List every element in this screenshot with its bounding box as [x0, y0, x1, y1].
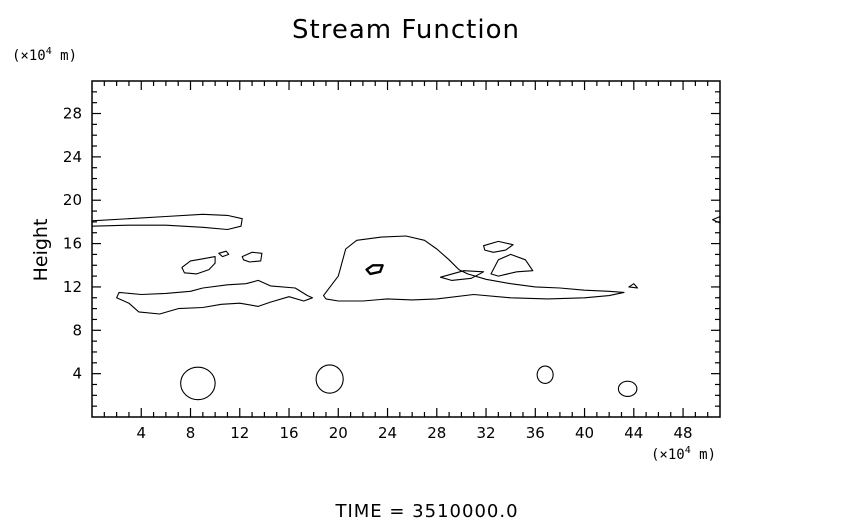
- x-tick-label: 32: [476, 424, 495, 442]
- contour-line-8: [483, 240, 514, 253]
- x-unit-label: (×104 m): [651, 445, 716, 463]
- contour-line-15: [536, 365, 554, 384]
- x-tick-label: 4: [136, 424, 146, 442]
- x-tick-label: 36: [526, 424, 545, 442]
- contour-line-16: [617, 380, 638, 397]
- contour-line-6: [322, 235, 625, 302]
- x-tick-label: 24: [378, 424, 397, 442]
- contour-line-14: [315, 364, 344, 394]
- x-tick-label: 20: [329, 424, 348, 442]
- axis-ticks: [92, 81, 720, 417]
- x-tick-label: 8: [186, 424, 196, 442]
- y-tick-label: 16: [63, 235, 82, 253]
- y-unit-label: (×104 m): [12, 46, 77, 64]
- chart-title: Stream Function: [292, 15, 520, 45]
- x-tick-labels: 4 8 12 16 20 24 28 32 36 40 44 48: [136, 424, 692, 442]
- y-axis-label: Height: [30, 219, 52, 282]
- contour-line-11: [628, 283, 639, 289]
- contour-line-5: [241, 251, 263, 263]
- y-tick-label: 4: [72, 365, 82, 383]
- y-tick-label: 20: [63, 191, 82, 209]
- y-tick-label: 28: [63, 105, 82, 123]
- x-tick-label: 28: [427, 424, 446, 442]
- contour-line-7: [365, 264, 384, 276]
- contour-line-9: [490, 253, 534, 277]
- contour-line-10: [439, 270, 485, 281]
- plot-frame: [91, 80, 721, 418]
- y-tick-labels: 4 8 12 16 20 24 28: [63, 105, 82, 383]
- x-tick-label: 44: [624, 424, 643, 442]
- contour-line-3: [181, 256, 216, 275]
- x-tick-label: 16: [279, 424, 298, 442]
- contour-line-2: [116, 279, 313, 315]
- time-label: TIME = 3510000.0: [334, 501, 518, 519]
- y-tick-label: 8: [72, 321, 82, 339]
- x-tick-label: 40: [575, 424, 594, 442]
- x-tick-label: 12: [230, 424, 249, 442]
- contour-lines: [91, 213, 721, 401]
- y-tick-label: 24: [63, 148, 82, 166]
- y-tick-label: 12: [63, 278, 82, 296]
- x-tick-label: 48: [674, 424, 693, 442]
- contour-line-1: [91, 213, 243, 231]
- contour-line-4: [218, 250, 230, 258]
- contour-line-13: [180, 366, 216, 401]
